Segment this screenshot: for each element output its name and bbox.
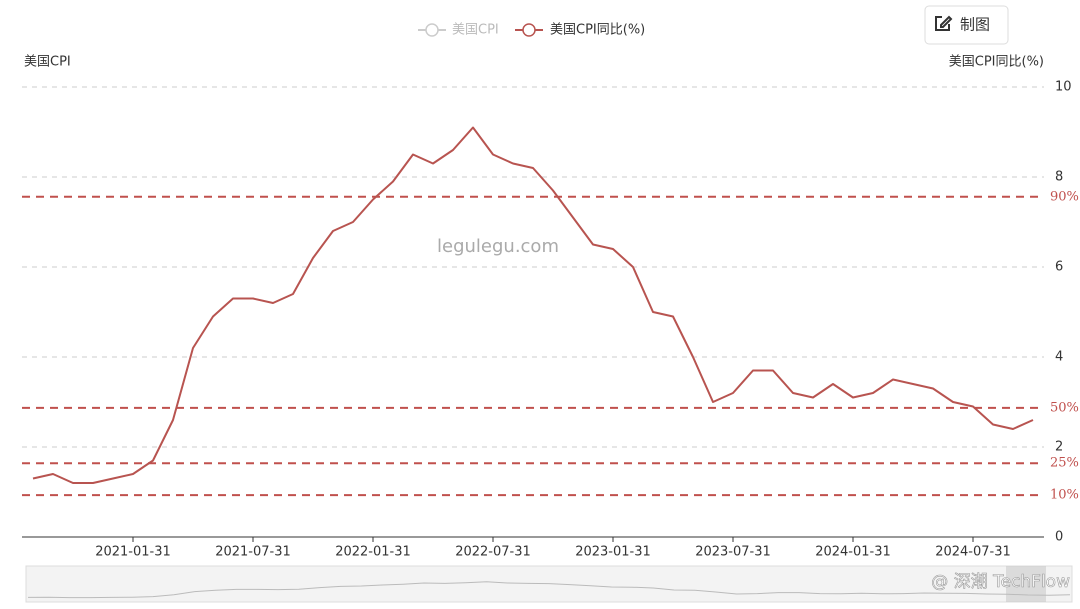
legend-label: 美国CPI同比(%) xyxy=(550,23,645,38)
footer-watermark: @ 深潮 TechFlow xyxy=(931,572,1070,592)
button-label[interactable]: 制图 xyxy=(960,16,990,34)
x-tick-label: 2023-01-31 xyxy=(575,545,651,560)
y-axis-label: 美国CPI xyxy=(24,55,71,70)
y2-tick-label: 8 xyxy=(1055,170,1063,185)
y2-tick-label: 6 xyxy=(1055,260,1063,275)
data-zoom-handle[interactable] xyxy=(1006,566,1046,602)
x-tick-label: 2023-07-31 xyxy=(695,545,771,560)
legend-label: 美国CPI xyxy=(452,23,499,38)
x-tick-label: 2022-07-31 xyxy=(455,545,531,560)
mark-line-label: 90% xyxy=(1050,189,1079,204)
series-line xyxy=(32,126,1034,484)
legend-marker xyxy=(425,23,439,37)
y2-tick-label: 0 xyxy=(1055,530,1063,545)
mark-line-label: 25% xyxy=(1050,456,1079,471)
x-tick-label: 2024-01-31 xyxy=(815,545,891,560)
x-tick-label: 2022-01-31 xyxy=(335,545,411,560)
x-tick-label: 2021-01-31 xyxy=(95,545,171,560)
x-tick-label: 2024-07-31 xyxy=(935,545,1011,560)
y2-axis-label: 美国CPI同比(%) xyxy=(949,55,1044,70)
x-tick-label: 2021-07-31 xyxy=(215,545,291,560)
y2-tick-label: 2 xyxy=(1055,440,1063,455)
watermark: legulegu.com xyxy=(437,236,559,257)
legend-marker xyxy=(522,23,536,37)
y2-tick-label: 4 xyxy=(1055,350,1063,365)
button[interactable] xyxy=(924,5,1009,45)
y2-tick-label: 10 xyxy=(1055,80,1072,95)
mark-line-label: 10% xyxy=(1050,488,1079,503)
mark-line-label: 50% xyxy=(1050,400,1079,415)
button-icon xyxy=(935,15,953,31)
data-zoom[interactable] xyxy=(25,565,1073,603)
data-zoom-line xyxy=(27,581,1071,599)
